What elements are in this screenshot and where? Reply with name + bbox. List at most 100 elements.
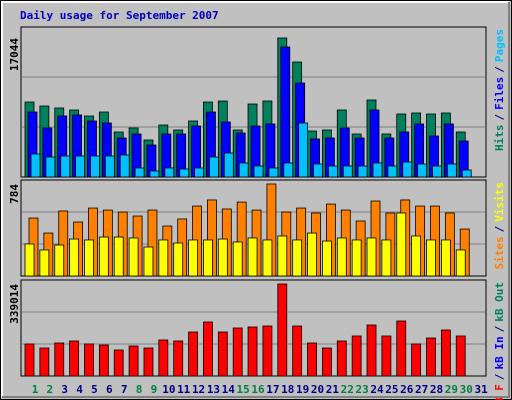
- bar: [164, 167, 175, 178]
- bar: [321, 240, 332, 277]
- x-tick-label: 13: [207, 383, 220, 396]
- legend: Sites / Visits: [493, 182, 506, 270]
- bar: [262, 325, 273, 377]
- bar: [238, 162, 249, 178]
- bar: [366, 324, 377, 377]
- bar: [280, 46, 291, 178]
- bar: [209, 156, 219, 178]
- legend-entry: kB In: [493, 336, 506, 369]
- bar: [113, 236, 124, 277]
- bar: [173, 340, 184, 377]
- bar: [307, 342, 317, 377]
- x-tick-label: 15: [237, 383, 250, 396]
- bar: [143, 347, 154, 377]
- bar: [54, 342, 65, 377]
- bar: [455, 335, 466, 377]
- bar: [298, 122, 309, 178]
- legend: kB F / kB In / kB Out: [493, 282, 506, 400]
- bar: [461, 169, 472, 178]
- x-tick-label: 26: [400, 383, 414, 396]
- bar: [313, 163, 323, 178]
- bar: [387, 165, 398, 178]
- bar: [217, 331, 228, 377]
- bar: [84, 239, 94, 277]
- x-tick-label: 7: [121, 383, 128, 396]
- x-tick-label: 31: [474, 383, 488, 396]
- bar: [223, 152, 234, 178]
- chart-title: Daily usage for September 2007: [20, 9, 219, 22]
- legend-entry: Visits: [493, 182, 506, 222]
- bar: [426, 337, 436, 377]
- bar: [69, 340, 80, 377]
- bar: [24, 343, 35, 377]
- bar: [396, 212, 407, 277]
- x-tick-label: 1: [32, 383, 39, 396]
- bar: [113, 349, 124, 377]
- bar: [30, 153, 41, 178]
- bar: [173, 242, 184, 277]
- x-tick-label: 24: [370, 383, 384, 396]
- bar: [253, 165, 264, 178]
- x-tick-label: 28: [430, 383, 443, 396]
- x-tick-label: 16: [251, 383, 265, 396]
- x-tick-label: 6: [106, 383, 113, 396]
- bar: [158, 239, 169, 277]
- bar: [134, 167, 145, 178]
- bar: [440, 239, 451, 277]
- bar: [39, 249, 50, 277]
- bar: [411, 235, 422, 277]
- bar: [75, 155, 86, 178]
- bar: [292, 239, 303, 277]
- bar: [69, 238, 80, 277]
- x-tick-label: 25: [385, 383, 398, 396]
- bar: [321, 347, 332, 377]
- x-tick-label: 10: [162, 383, 175, 396]
- bar: [268, 167, 279, 178]
- bar: [188, 239, 198, 277]
- bar: [45, 156, 56, 178]
- bar: [336, 340, 347, 377]
- bar: [98, 236, 109, 277]
- bar: [203, 239, 213, 277]
- legend-separator: /: [493, 66, 506, 73]
- bar: [381, 239, 392, 277]
- bar: [426, 239, 436, 277]
- bar: [247, 326, 258, 377]
- bar: [351, 335, 362, 377]
- legend-entry: Sites: [493, 236, 506, 269]
- bar: [24, 243, 35, 277]
- legend-entry: Pages: [493, 29, 506, 62]
- bar: [217, 238, 228, 277]
- bar: [39, 347, 50, 377]
- x-tick-label: 4: [76, 383, 83, 396]
- bar: [277, 235, 288, 277]
- bar: [98, 344, 109, 377]
- legend-separator: /: [493, 114, 506, 121]
- legend: Hits / Files / Pages: [493, 29, 506, 151]
- legend-entry: Files: [493, 77, 506, 110]
- bar: [446, 163, 457, 178]
- bar: [128, 345, 139, 377]
- bar: [440, 329, 451, 377]
- x-tick-label: 30: [460, 383, 473, 396]
- x-tick-label: 3: [61, 383, 68, 396]
- x-tick-label: 18: [281, 383, 294, 396]
- bar: [179, 168, 190, 178]
- bar: [149, 170, 160, 178]
- bar: [262, 239, 273, 277]
- bar: [60, 155, 71, 178]
- legend-separator: /: [493, 225, 506, 232]
- bar: [247, 237, 258, 277]
- x-tick-label: 27: [415, 383, 428, 396]
- x-tick-label: 23: [356, 383, 369, 396]
- x-tick-label: 12: [192, 383, 205, 396]
- x-tick-label: 17: [266, 383, 279, 396]
- bar: [188, 331, 198, 377]
- bar: [357, 165, 368, 178]
- bar: [283, 162, 294, 178]
- x-tick-label: 14: [222, 383, 236, 396]
- y-tick-label: 17044: [8, 38, 21, 71]
- bar: [143, 246, 154, 277]
